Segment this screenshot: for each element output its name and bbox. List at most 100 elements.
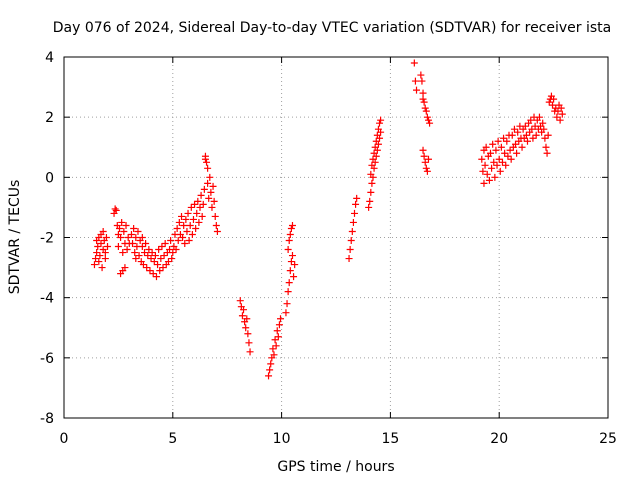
data-point: [371, 158, 379, 166]
data-point: [102, 234, 110, 241]
data-point: [178, 212, 186, 220]
data-point: [272, 342, 280, 350]
data-point: [282, 309, 290, 317]
data-point: [99, 227, 107, 235]
data-point: [148, 249, 156, 257]
x-tick-label: 20: [490, 431, 508, 447]
data-point: [185, 237, 193, 245]
data-point: [274, 333, 282, 341]
data-point: [481, 161, 489, 169]
data-point: [267, 360, 275, 368]
data-point: [121, 264, 129, 272]
data-point: [413, 86, 421, 94]
data-point: [554, 107, 562, 115]
data-point: [368, 179, 376, 187]
data-point: [523, 137, 531, 145]
x-tick-label: 0: [60, 431, 69, 447]
data-point: [186, 221, 194, 229]
data-point: [119, 249, 127, 257]
data-point: [270, 351, 278, 359]
data-point: [198, 212, 206, 220]
data-point: [242, 324, 250, 332]
data-point: [90, 261, 98, 269]
data-point: [154, 261, 162, 269]
data-point: [501, 149, 509, 157]
data-point: [166, 246, 174, 254]
data-point: [145, 246, 153, 254]
data-point: [236, 297, 244, 305]
data-point: [545, 98, 553, 106]
data-point: [265, 372, 273, 380]
data-point: [138, 243, 146, 251]
data-point: [502, 161, 510, 169]
data-point: [204, 179, 212, 187]
data-point: [490, 158, 498, 166]
data-point: [98, 264, 106, 272]
data-point: [482, 143, 490, 151]
data-point: [203, 158, 211, 166]
data-point: [377, 116, 385, 124]
data-point: [504, 152, 512, 160]
data-point: [243, 315, 251, 323]
data-point: [111, 205, 119, 213]
x-tick-label: 25: [599, 431, 617, 447]
data-point: [492, 146, 500, 154]
data-point: [142, 240, 150, 248]
data-point: [97, 240, 105, 248]
data-point: [419, 146, 427, 154]
data-point: [284, 288, 292, 296]
data-point: [542, 143, 550, 151]
data-point: [540, 125, 548, 133]
data-point: [494, 137, 502, 145]
data-point: [246, 348, 254, 356]
data-point: [350, 209, 358, 217]
y-tick-label: -6: [40, 351, 54, 367]
data-point: [94, 243, 102, 251]
data-point: [529, 134, 537, 142]
data-point: [500, 134, 508, 142]
data-point: [155, 246, 163, 254]
data-point: [421, 104, 429, 112]
data-point: [287, 258, 295, 266]
data-point: [420, 98, 428, 106]
data-point: [173, 224, 181, 232]
data-point: [558, 110, 566, 118]
data-point: [164, 258, 172, 266]
data-point: [134, 227, 142, 235]
data-point: [209, 182, 217, 190]
data-point: [122, 221, 130, 229]
data-point: [288, 221, 296, 229]
data-point: [285, 279, 293, 287]
data-point: [346, 246, 354, 254]
data-point: [132, 255, 140, 263]
x-tick-label: 5: [168, 431, 177, 447]
data-point: [370, 164, 378, 172]
data-point: [543, 149, 551, 157]
data-point: [513, 149, 521, 157]
data-point: [143, 264, 151, 272]
data-point: [376, 134, 384, 142]
y-tick-label: 4: [45, 50, 54, 66]
data-point: [532, 131, 540, 139]
data-point: [244, 330, 252, 338]
data-point: [424, 155, 432, 163]
data-point: [213, 227, 221, 235]
data-point: [124, 234, 132, 241]
data-point: [181, 240, 189, 248]
data-point: [535, 113, 543, 121]
data-point: [197, 191, 205, 199]
data-point: [411, 77, 419, 85]
data-point: [146, 267, 154, 275]
data-point: [144, 252, 152, 260]
y-axis-label: SDTVAR / TECUs: [7, 180, 23, 295]
data-point: [348, 227, 356, 235]
chart-title: Day 076 of 2024, Sidereal Day-to-day VTE…: [53, 20, 611, 36]
data-point: [179, 234, 187, 241]
y-tick-label: -2: [40, 231, 54, 247]
data-point: [193, 209, 201, 217]
data-point: [196, 203, 204, 211]
data-point: [208, 203, 216, 211]
data-point: [478, 155, 486, 163]
data-point: [376, 119, 384, 127]
